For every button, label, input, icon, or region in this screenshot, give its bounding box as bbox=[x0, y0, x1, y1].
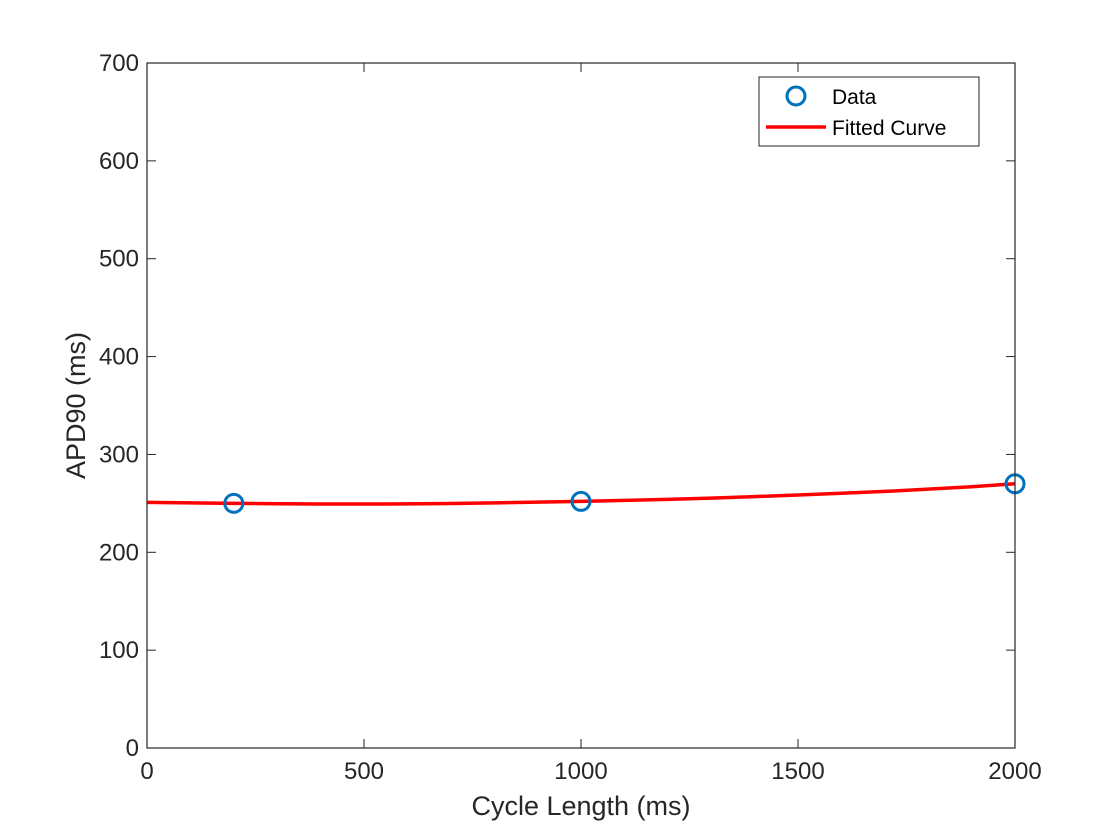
x-tick-label: 1500 bbox=[771, 758, 824, 785]
y-tick-label: 500 bbox=[99, 246, 139, 273]
data-point bbox=[570, 490, 592, 512]
x-axis-title: Cycle Length (ms) bbox=[471, 791, 690, 821]
data-point bbox=[223, 492, 245, 514]
y-tick-label: 400 bbox=[99, 344, 139, 371]
y-tick-label: 100 bbox=[99, 637, 139, 664]
y-tick-label: 600 bbox=[99, 148, 139, 175]
fitted-curve-line bbox=[146, 482, 1016, 506]
y-tick-label: 300 bbox=[99, 441, 139, 468]
tick-labels-layer: 0 500 1000 1500 2000 0 100 200 300 400 500 600 700 bbox=[99, 50, 1042, 785]
x-tick-label: 1000 bbox=[554, 758, 607, 785]
plot-area bbox=[147, 63, 1015, 748]
legend-label-data: Data bbox=[832, 86, 877, 109]
y-axis-title: APD90 (ms) bbox=[61, 332, 91, 479]
axes-box bbox=[146, 62, 1016, 749]
x-tick-label: 500 bbox=[344, 758, 384, 785]
x-tick-label: 0 bbox=[140, 758, 153, 785]
y-tick-label: 0 bbox=[126, 735, 139, 762]
legend[interactable]: Data Fitted Curve bbox=[758, 76, 980, 147]
y-tick-label: 200 bbox=[99, 539, 139, 566]
y-tick-label: 700 bbox=[99, 50, 139, 77]
legend-marker-data bbox=[785, 85, 807, 107]
legend-label-fitted-curve: Fitted Curve bbox=[832, 117, 946, 140]
x-tick-label: 2000 bbox=[988, 758, 1041, 785]
